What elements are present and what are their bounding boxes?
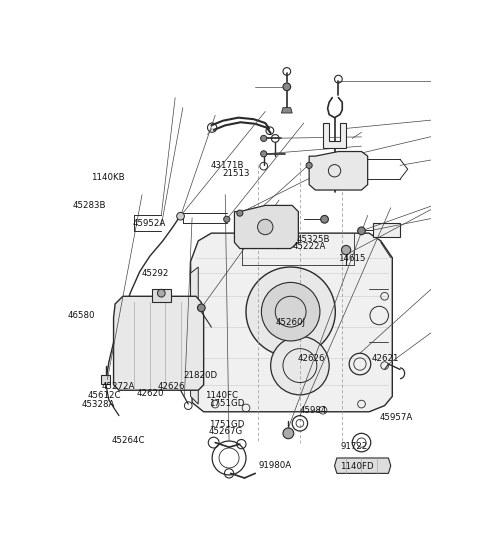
Text: 45222A: 45222A	[292, 242, 325, 251]
Text: 45328A: 45328A	[82, 400, 115, 409]
Polygon shape	[191, 233, 392, 412]
Bar	[373, 223, 400, 237]
Text: 42626: 42626	[298, 354, 325, 363]
Text: 1751GD: 1751GD	[209, 399, 244, 408]
Text: 21513: 21513	[222, 169, 250, 178]
Polygon shape	[281, 108, 292, 113]
Circle shape	[341, 245, 351, 255]
Circle shape	[261, 151, 267, 157]
Polygon shape	[114, 296, 204, 390]
Bar	[101, 375, 110, 384]
Circle shape	[197, 304, 205, 312]
Circle shape	[283, 428, 294, 438]
Circle shape	[321, 215, 328, 223]
Circle shape	[157, 289, 165, 297]
Text: 45264C: 45264C	[111, 436, 144, 444]
Circle shape	[358, 227, 365, 234]
Text: 45267G: 45267G	[209, 427, 243, 436]
Circle shape	[224, 216, 230, 222]
Circle shape	[177, 212, 184, 220]
Polygon shape	[191, 267, 198, 404]
Text: 45292: 45292	[142, 269, 169, 279]
Text: 1140FD: 1140FD	[340, 462, 374, 471]
Text: 45283B: 45283B	[73, 201, 107, 210]
Circle shape	[246, 267, 336, 356]
Text: 45957A: 45957A	[380, 413, 413, 423]
Circle shape	[283, 83, 291, 91]
Circle shape	[306, 162, 312, 169]
Polygon shape	[335, 458, 391, 473]
Text: 43171B: 43171B	[211, 162, 244, 170]
Text: 42621: 42621	[372, 354, 399, 363]
Circle shape	[237, 210, 243, 216]
Text: 45260J: 45260J	[276, 318, 306, 327]
Text: 42620: 42620	[137, 389, 165, 398]
Text: 21820D: 21820D	[183, 371, 217, 380]
Text: 1140KB: 1140KB	[92, 173, 125, 182]
Text: 46580: 46580	[68, 311, 96, 320]
Text: 1140FC: 1140FC	[205, 391, 239, 400]
Polygon shape	[234, 206, 299, 249]
Text: 91722: 91722	[340, 442, 368, 451]
Text: 1751GD: 1751GD	[209, 420, 244, 429]
Circle shape	[271, 336, 329, 395]
Circle shape	[258, 219, 273, 234]
Text: 91980A: 91980A	[259, 461, 292, 470]
Polygon shape	[309, 152, 368, 190]
Polygon shape	[323, 123, 346, 149]
Text: 45612C: 45612C	[87, 391, 120, 400]
Text: 14615: 14615	[337, 254, 365, 263]
Text: 45952A: 45952A	[132, 219, 166, 228]
Circle shape	[262, 282, 320, 341]
Bar	[152, 288, 170, 302]
Text: 45325B: 45325B	[297, 234, 331, 244]
Text: 42626: 42626	[157, 382, 185, 391]
Circle shape	[261, 135, 267, 141]
Text: 45272A: 45272A	[102, 382, 135, 392]
Text: 45984: 45984	[300, 406, 327, 416]
